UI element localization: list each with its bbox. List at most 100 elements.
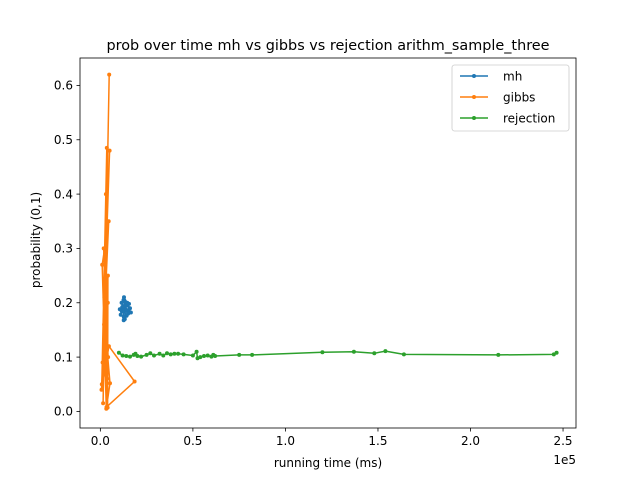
data-point-rejection	[320, 350, 325, 355]
x-tick-label: 0.0	[91, 434, 110, 448]
data-point-gibbs	[104, 145, 109, 150]
data-point-gibbs	[132, 379, 137, 384]
data-point-rejection	[144, 352, 149, 357]
y-tick-label: 0.0	[54, 405, 73, 419]
data-point-gibbs	[105, 376, 110, 381]
x-tick-label: 1.5	[368, 434, 387, 448]
data-point-rejection	[351, 349, 356, 354]
data-point-gibbs	[106, 219, 111, 224]
data-point-rejection	[161, 353, 166, 358]
y-tick-label: 0.4	[54, 187, 73, 201]
series-gibbs	[99, 72, 137, 411]
data-point-rejection	[128, 354, 132, 359]
data-point-rejection	[139, 354, 144, 359]
legend-marker-mh	[472, 74, 476, 78]
data-point-rejection	[148, 351, 153, 356]
data-point-gibbs	[102, 322, 107, 327]
data-point-rejection	[168, 352, 173, 357]
data-point-mh	[122, 295, 126, 300]
data-point-mh	[117, 307, 122, 312]
data-point-mh	[118, 312, 123, 317]
series-rejection	[116, 349, 559, 361]
y-tick-label: 0.3	[54, 242, 73, 256]
data-point-mh	[120, 308, 125, 313]
data-point-gibbs	[100, 262, 105, 267]
x-axis-offset-label: 1e5	[553, 453, 576, 467]
data-point-rejection	[496, 352, 501, 357]
y-axis-ticks: 0.0 0.1 0.2 0.3 0.4 0.5 0.6	[54, 79, 80, 419]
data-point-gibbs	[103, 327, 108, 332]
data-point-gibbs	[101, 401, 106, 406]
data-point-rejection	[157, 351, 162, 356]
data-point-gibbs	[106, 344, 111, 349]
data-point-rejection	[250, 352, 255, 357]
legend-marker-rejection	[472, 116, 476, 120]
y-tick-label: 0.2	[54, 296, 73, 310]
legend-box	[451, 64, 570, 132]
data-point-rejection	[152, 353, 156, 358]
y-tick-label: 0.5	[54, 133, 73, 147]
data-point-rejection	[198, 355, 203, 360]
data-point-rejection	[135, 354, 140, 358]
x-tick-label: 0.5	[183, 434, 202, 448]
data-point-gibbs	[103, 192, 108, 197]
data-point-gibbs	[107, 148, 112, 153]
data-point-rejection	[172, 351, 177, 356]
series-line-gibbs	[100, 74, 136, 410]
data-point-rejection	[120, 353, 125, 358]
data-point-rejection	[237, 352, 242, 357]
x-tick-label: 2.5	[553, 434, 572, 448]
data-point-rejection	[190, 353, 195, 358]
data-point-rejection	[202, 354, 206, 358]
axes-frame	[79, 57, 577, 429]
data-point-mh	[119, 300, 124, 305]
data-point-mh	[123, 300, 128, 305]
x-tick-label: 1.0	[276, 434, 295, 448]
data-point-gibbs	[105, 273, 110, 278]
data-point-gibbs	[105, 300, 110, 305]
data-point-gibbs	[103, 251, 107, 256]
data-point-gibbs	[106, 355, 111, 360]
data-point-gibbs	[107, 72, 112, 77]
legend: mh gibbs rejection	[451, 64, 570, 132]
series-layer	[99, 72, 559, 411]
chart-title: prob over time mh vs gibbs vs rejection …	[106, 38, 549, 54]
data-point-gibbs	[101, 246, 106, 251]
legend-marker-gibbs	[472, 95, 476, 99]
data-point-gibbs	[103, 289, 108, 294]
data-point-rejection	[372, 351, 377, 356]
data-point-gibbs	[100, 360, 105, 365]
data-point-gibbs	[99, 387, 104, 392]
data-point-gibbs	[105, 405, 110, 410]
legend-label-mh: mh	[503, 69, 522, 83]
data-point-rejection	[401, 352, 406, 357]
data-point-rejection	[116, 350, 121, 355]
x-axis-label: running time (ms)	[274, 456, 382, 470]
y-tick-label: 0.6	[54, 79, 73, 93]
data-point-mh	[127, 301, 131, 306]
x-axis-ticks: 0.0 0.5 1.0 1.5 2.0 2.5	[91, 428, 573, 448]
y-axis-label: probability (0,1)	[29, 192, 43, 288]
data-point-rejection	[205, 353, 210, 358]
data-point-rejection	[124, 354, 129, 358]
data-point-mh	[128, 306, 132, 311]
data-point-rejection	[213, 354, 218, 358]
data-point-mh	[128, 310, 133, 315]
data-point-mh	[124, 313, 129, 318]
series-mh	[117, 295, 133, 323]
legend-label-rejection: rejection	[503, 111, 555, 125]
data-point-gibbs	[108, 381, 112, 386]
data-point-gibbs	[102, 295, 107, 300]
data-point-rejection	[176, 351, 181, 356]
data-point-rejection	[383, 349, 388, 354]
data-point-rejection	[554, 350, 559, 355]
x-tick-label: 2.0	[461, 434, 480, 448]
data-point-rejection	[181, 352, 186, 357]
data-point-rejection	[165, 351, 169, 356]
data-point-gibbs	[99, 382, 104, 387]
legend-label-gibbs: gibbs	[503, 90, 535, 104]
y-tick-label: 0.1	[54, 350, 73, 364]
data-point-mh	[121, 318, 126, 323]
